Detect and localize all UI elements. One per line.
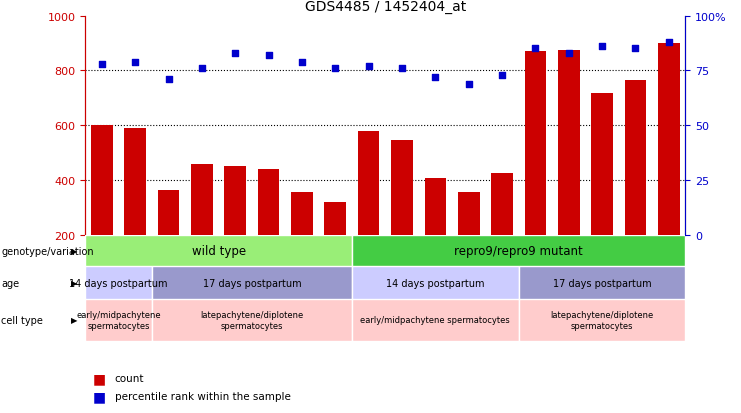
Text: GSM692973: GSM692973 — [564, 237, 574, 288]
Bar — [325, 203, 346, 235]
Text: GSM692978: GSM692978 — [230, 237, 240, 288]
Text: 17 days postpartum: 17 days postpartum — [202, 278, 302, 288]
Bar — [519, 299, 685, 341]
Text: latepachytene/diplotene
spermatocytes: latepachytene/diplotene spermatocytes — [200, 311, 304, 330]
Bar — [625, 81, 646, 235]
Bar — [491, 174, 513, 235]
Point — [462, 81, 474, 88]
Text: GSM692967: GSM692967 — [464, 237, 473, 288]
Bar — [225, 167, 246, 235]
Bar — [525, 52, 546, 235]
Text: repro9/repro9 mutant: repro9/repro9 mutant — [454, 244, 583, 257]
Bar — [291, 193, 313, 235]
Text: count: count — [115, 373, 144, 383]
Bar — [591, 94, 613, 235]
Bar — [85, 266, 152, 299]
Point — [596, 44, 608, 50]
Text: ■: ■ — [93, 371, 106, 385]
Point — [329, 66, 341, 72]
Point — [663, 40, 675, 46]
Text: GSM692974: GSM692974 — [597, 237, 607, 287]
Bar — [152, 266, 352, 299]
Text: wild type: wild type — [191, 244, 246, 257]
Text: GSM692975: GSM692975 — [631, 237, 640, 287]
Text: GSM692971: GSM692971 — [164, 237, 173, 287]
Text: 17 days postpartum: 17 days postpartum — [553, 278, 651, 288]
Text: GSM692980: GSM692980 — [297, 237, 307, 287]
Bar — [458, 192, 479, 235]
Text: GSM692969: GSM692969 — [97, 237, 107, 287]
Bar — [425, 178, 446, 235]
Point — [296, 59, 308, 66]
Bar — [191, 164, 213, 235]
Bar — [158, 190, 179, 235]
Point — [529, 46, 541, 53]
Text: GSM692972: GSM692972 — [531, 237, 540, 287]
Text: 14 days postpartum: 14 days postpartum — [70, 278, 167, 288]
Bar — [558, 51, 579, 235]
Point — [229, 50, 241, 57]
Text: GSM692981: GSM692981 — [330, 237, 340, 287]
Text: GSM692979: GSM692979 — [264, 237, 273, 287]
Text: early/midpachytene spermatocytes: early/midpachytene spermatocytes — [360, 316, 511, 325]
Bar — [658, 44, 679, 235]
Text: percentile rank within the sample: percentile rank within the sample — [115, 392, 290, 401]
Bar — [391, 140, 413, 235]
Text: ■: ■ — [93, 389, 106, 404]
Bar — [124, 129, 146, 235]
Point — [362, 64, 374, 70]
Point — [630, 46, 642, 53]
Bar — [91, 126, 113, 235]
Text: GSM692968: GSM692968 — [497, 237, 507, 288]
Text: GSM692965: GSM692965 — [397, 237, 407, 287]
Text: ▶: ▶ — [71, 247, 77, 255]
Point — [96, 62, 108, 68]
Text: GSM692977: GSM692977 — [197, 237, 207, 288]
Point — [396, 66, 408, 72]
Bar — [358, 131, 379, 235]
Bar — [152, 299, 352, 341]
Point — [563, 50, 575, 57]
Text: cell type: cell type — [1, 315, 44, 325]
Point — [262, 52, 274, 59]
Bar — [352, 266, 519, 299]
Point — [130, 59, 142, 66]
Title: GDS4485 / 1452404_at: GDS4485 / 1452404_at — [305, 0, 466, 14]
Text: latepachytene/diplotene
spermatocytes: latepachytene/diplotene spermatocytes — [551, 311, 654, 330]
Text: ▶: ▶ — [71, 278, 77, 287]
Text: GSM692964: GSM692964 — [364, 237, 373, 287]
Bar — [85, 235, 352, 266]
Text: genotype/variation: genotype/variation — [1, 246, 94, 256]
Bar — [85, 299, 152, 341]
Bar — [519, 266, 685, 299]
Text: early/midpachytene
spermatocytes: early/midpachytene spermatocytes — [76, 311, 161, 330]
Text: GSM692976: GSM692976 — [664, 237, 674, 288]
Bar — [352, 235, 685, 266]
Point — [429, 74, 441, 81]
Text: age: age — [1, 278, 19, 288]
Point — [162, 77, 175, 83]
Bar — [258, 170, 279, 235]
Text: ▶: ▶ — [71, 316, 77, 325]
Text: 14 days postpartum: 14 days postpartum — [386, 278, 485, 288]
Point — [196, 66, 207, 72]
Point — [496, 72, 508, 79]
Text: GSM692970: GSM692970 — [130, 237, 140, 287]
Bar — [352, 299, 519, 341]
Text: GSM692966: GSM692966 — [431, 237, 440, 288]
